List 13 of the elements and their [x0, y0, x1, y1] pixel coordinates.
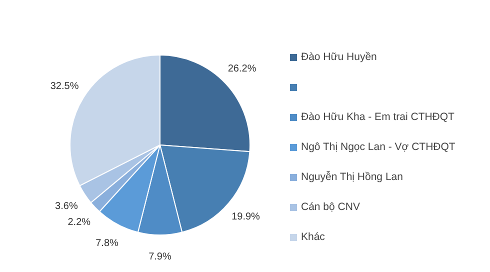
- data-label: 32.5%: [50, 80, 79, 92]
- legend-label: Nguyễn Thị Hồng Lan: [301, 171, 403, 183]
- data-label: 7.8%: [96, 238, 119, 250]
- data-label: 3.6%: [55, 201, 78, 212]
- data-label: 19.9%: [232, 212, 260, 223]
- legend-label: Đào Hữu Huyền: [301, 51, 377, 63]
- data-label: 2.2%: [68, 217, 91, 228]
- legend-label: Ngô Thị Ngọc Lan - Vợ CTHĐQT: [301, 141, 456, 153]
- data-label: 7.9%: [148, 252, 172, 262]
- legend-label: Đào Hữu Kha - Em trai CTHĐQT: [301, 111, 454, 123]
- data-label: 26.2%: [228, 63, 256, 74]
- legend-label: Cán bộ CNV: [301, 201, 360, 213]
- legend-label: Khác: [301, 231, 325, 243]
